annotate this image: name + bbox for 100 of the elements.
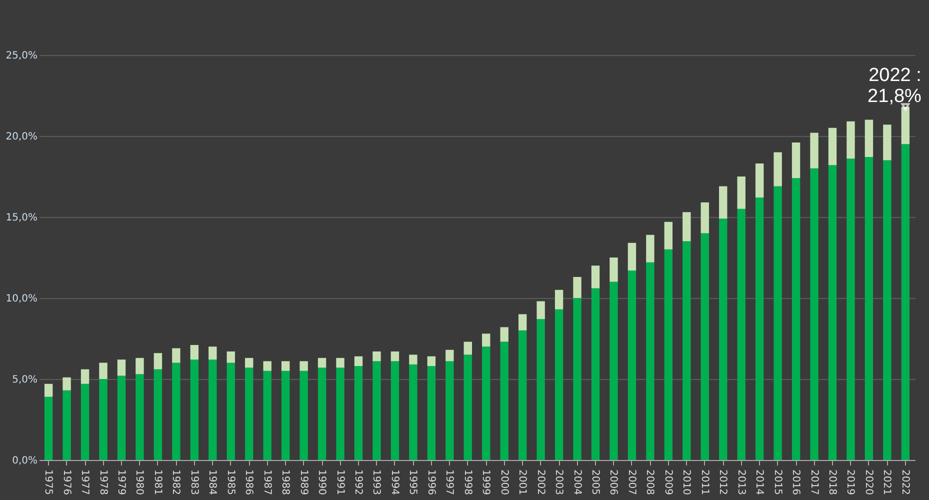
x-tick-label: 1979 xyxy=(115,470,126,495)
x-tick-label: 2017 xyxy=(808,470,820,495)
x-tick-label: 2008 xyxy=(644,470,656,495)
bar xyxy=(518,314,527,330)
bar xyxy=(300,370,308,460)
bar xyxy=(610,282,618,460)
bar xyxy=(208,360,217,460)
bar xyxy=(446,361,454,460)
bar xyxy=(864,120,874,158)
x-tick-label: 2011 xyxy=(698,470,710,495)
x-tick-label: 1985 xyxy=(224,470,236,495)
bar xyxy=(646,234,654,262)
bar xyxy=(573,276,582,298)
bar xyxy=(136,374,144,460)
bar xyxy=(828,165,837,460)
bar xyxy=(300,361,308,371)
bar xyxy=(737,176,746,209)
bar xyxy=(281,370,290,460)
bar xyxy=(99,379,108,460)
bar xyxy=(591,266,600,288)
bar xyxy=(482,334,490,347)
x-tick-label: 1994 xyxy=(388,470,400,495)
x-tick-label: 1981 xyxy=(152,470,163,495)
x-tick-label: 1998 xyxy=(462,470,473,495)
x-tick-label: 2009 xyxy=(662,470,674,495)
x-tick-label: 2015 xyxy=(772,470,783,495)
x-tick-label: 2014 xyxy=(754,470,765,495)
bar xyxy=(409,364,418,460)
x-tick-label: 1999 xyxy=(480,470,492,495)
bar xyxy=(646,262,654,460)
bar xyxy=(792,142,800,178)
x-tick-label: 2020 xyxy=(862,470,874,495)
bar xyxy=(846,121,855,159)
annotation: 2022 : 21,8% xyxy=(868,64,922,107)
bar xyxy=(774,186,782,460)
bar xyxy=(281,361,290,371)
x-tick-label: 1987 xyxy=(261,470,272,495)
bar xyxy=(136,358,144,374)
bar xyxy=(172,362,180,460)
bar xyxy=(500,342,508,460)
bar xyxy=(536,301,545,320)
bar xyxy=(172,348,180,363)
x-tick-label: 2006 xyxy=(608,470,619,495)
bar xyxy=(864,157,874,460)
bar xyxy=(482,346,490,460)
bar xyxy=(80,384,90,460)
x-tick-label: 1977 xyxy=(79,470,90,495)
bar xyxy=(682,241,691,460)
y-tick-label: 0,0% xyxy=(12,456,38,466)
x-tick-label: 1991 xyxy=(334,470,346,495)
bar xyxy=(518,330,527,460)
bar xyxy=(664,222,673,250)
bar xyxy=(682,212,691,242)
x-tick-label: 1976 xyxy=(60,470,72,495)
bar xyxy=(628,270,636,460)
bar xyxy=(737,208,746,460)
bar xyxy=(354,356,363,366)
x-tick-label: 1996 xyxy=(425,470,436,495)
bar xyxy=(354,366,363,460)
x-tick-label: 2007 xyxy=(626,470,637,495)
bar xyxy=(80,369,90,384)
bar xyxy=(846,158,855,460)
x-tick-label: 2013 xyxy=(735,470,746,495)
bar xyxy=(44,384,53,397)
bar xyxy=(62,390,71,460)
bar xyxy=(154,369,162,460)
bar xyxy=(700,233,709,460)
bar xyxy=(245,358,254,368)
bar xyxy=(554,309,564,460)
bar xyxy=(390,361,400,460)
bar xyxy=(446,350,454,362)
bar xyxy=(755,198,764,460)
bar xyxy=(318,368,326,460)
bar xyxy=(554,290,564,310)
bar xyxy=(536,319,545,460)
bar xyxy=(500,327,508,342)
x-tick-label: 2001 xyxy=(516,470,528,495)
x-tick-label: 2002 xyxy=(534,470,546,495)
x-tick-label: 1978 xyxy=(97,470,108,495)
bar xyxy=(755,164,764,198)
bar xyxy=(245,368,254,460)
bar xyxy=(117,376,126,460)
bar xyxy=(464,354,472,460)
y-tick-label: 20,0% xyxy=(6,132,38,142)
bar xyxy=(44,396,53,460)
x-tick-label: 1984 xyxy=(206,470,218,495)
y-tick-label: 25,0% xyxy=(6,50,38,62)
bar xyxy=(628,242,636,270)
bar xyxy=(190,344,199,360)
bar xyxy=(208,346,217,360)
bar xyxy=(263,370,272,460)
bar xyxy=(610,258,618,282)
bar xyxy=(664,249,673,460)
x-tick-label: 1992 xyxy=(352,470,364,495)
x-tick-label: 1986 xyxy=(243,470,254,495)
bar xyxy=(883,160,892,460)
y-tick-label: 15,0% xyxy=(6,212,38,224)
bar xyxy=(792,178,800,460)
x-tick-label: 2000 xyxy=(498,470,510,495)
bar xyxy=(719,218,728,460)
